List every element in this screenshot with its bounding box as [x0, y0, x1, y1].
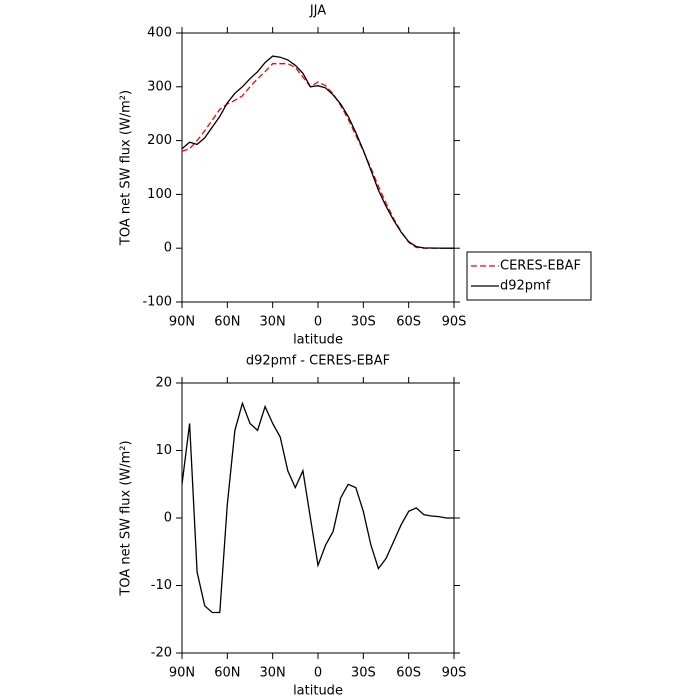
- x-tick-label: 30S: [351, 666, 376, 681]
- x-tick-label: 30N: [260, 315, 286, 330]
- x-tick-label: 60S: [396, 315, 421, 330]
- y-tick-label: 200: [147, 133, 172, 148]
- y-tick-label: -10: [151, 578, 172, 593]
- data-line: [181, 401, 454, 614]
- y-tick-label: -20: [151, 646, 172, 661]
- y-tick-label: -100: [142, 295, 172, 310]
- y-tick-label: 0: [164, 241, 172, 256]
- y-axis-label: TOA net SW flux (W/m²): [119, 440, 134, 596]
- chart-title: d92pmf - CERES-EBAF: [246, 354, 390, 369]
- x-tick-label: 0: [314, 315, 322, 330]
- legend-box: [466, 251, 592, 301]
- x-tick-label: 0: [314, 666, 322, 681]
- y-tick-label: 100: [147, 187, 172, 202]
- plot-frame: [181, 32, 455, 303]
- x-tick-label: 60S: [396, 666, 421, 681]
- x-tick-label: 90S: [442, 315, 467, 330]
- y-tick-label: 300: [147, 79, 172, 94]
- x-axis-label: latitude: [293, 684, 343, 699]
- y-tick-label: 0: [164, 511, 172, 526]
- x-tick-label: 30S: [351, 315, 376, 330]
- y-axis-label: TOA net SW flux (W/m²): [119, 90, 134, 246]
- y-tick-label: 20: [155, 376, 172, 391]
- plot-frame: [181, 382, 455, 654]
- x-tick-label: 60N: [214, 666, 240, 681]
- data-line: [181, 63, 454, 249]
- x-tick-label: 90N: [169, 666, 195, 681]
- x-tick-label: 30N: [260, 666, 286, 681]
- x-tick-label: 90N: [169, 315, 195, 330]
- x-axis-label: latitude: [293, 333, 343, 348]
- legend-label: d92pmf: [500, 279, 551, 294]
- y-tick-label: 400: [147, 26, 172, 41]
- data-line: [181, 55, 454, 249]
- x-tick-label: 90S: [442, 666, 467, 681]
- legend-label: CERES-EBAF: [500, 259, 581, 274]
- x-tick-label: 60N: [214, 315, 240, 330]
- chart-title: JJA: [309, 4, 326, 19]
- y-tick-label: 10: [155, 443, 172, 458]
